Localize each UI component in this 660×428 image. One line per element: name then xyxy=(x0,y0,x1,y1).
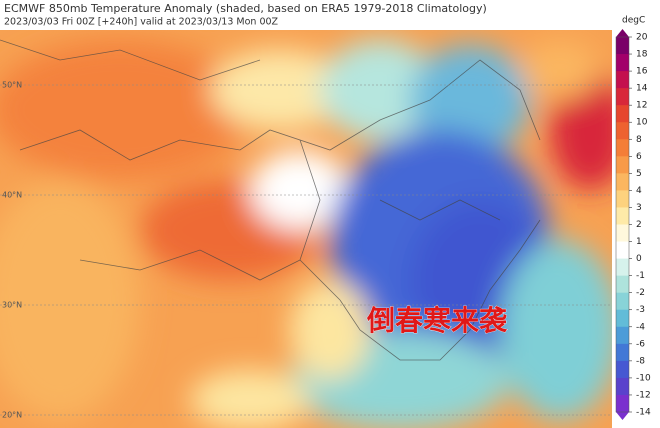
colorbar-segment xyxy=(616,377,629,396)
colorbar-label: 4 xyxy=(636,186,642,196)
colorbar-label: 2 xyxy=(636,220,642,230)
colorbar-segment xyxy=(616,37,629,55)
colorbar-segment xyxy=(616,54,629,72)
colorbar-segment xyxy=(616,241,629,260)
map-title: ECMWF 850mb Temperature Anomaly (shaded,… xyxy=(4,2,487,15)
colorbar-segment xyxy=(616,258,629,277)
colorbar-unit: degC xyxy=(622,16,645,26)
colorbar-segment xyxy=(616,360,629,379)
colorbar-label: 8 xyxy=(636,135,642,145)
colorbar-segment xyxy=(616,173,629,191)
colorbar-label: 12 xyxy=(636,101,647,111)
colorbar-segment xyxy=(616,394,629,413)
colorbar-label: 18 xyxy=(636,50,648,60)
colorbar-segment xyxy=(616,326,629,345)
colorbar-segment xyxy=(616,122,629,140)
colorbar-segment xyxy=(616,88,629,106)
colorbar-segment xyxy=(616,275,629,294)
colorbar-label: 14 xyxy=(636,84,648,94)
colorbar: 20181614121086543210-1-2-3-4-6-8-10-12-1… xyxy=(615,29,651,420)
colorbar-segment xyxy=(616,292,629,311)
colorbar-cap xyxy=(616,29,629,37)
colorbar-segment xyxy=(616,224,629,243)
colorbar-label: -8 xyxy=(636,356,645,366)
colorbar-cap xyxy=(616,412,629,420)
colorbar-segment xyxy=(616,139,629,157)
colorbar-label: 3 xyxy=(636,203,642,213)
map-subtitle: 2023/03/03 Fri 00Z [+240h] valid at 2023… xyxy=(4,17,279,28)
colorbar-label: -12 xyxy=(636,390,651,400)
colorbar-label: -1 xyxy=(636,271,645,281)
colorbar-segment xyxy=(616,343,629,362)
colorbar-label: 6 xyxy=(636,152,642,162)
colorbar-segment xyxy=(616,105,629,123)
latitude-label: 40°N xyxy=(2,191,22,200)
colorbar-label: 16 xyxy=(636,67,648,77)
latitude-label: 50°N xyxy=(2,81,22,90)
colorbar-label: 10 xyxy=(636,118,648,128)
graticule xyxy=(0,84,612,416)
colorbar-segment xyxy=(616,71,629,89)
colorbar-label: -3 xyxy=(636,305,645,315)
map-area xyxy=(0,30,612,428)
colorbar-label: -6 xyxy=(636,339,645,349)
boundaries xyxy=(0,39,541,361)
colorbar-label: -4 xyxy=(636,322,645,332)
colorbar-segment xyxy=(616,190,629,208)
latitude-label: 20°N xyxy=(2,411,22,420)
colorbar-label: 5 xyxy=(636,169,642,179)
colorbar-label: -14 xyxy=(636,408,651,418)
latitude-label: 30°N xyxy=(2,301,22,310)
colorbar-label: 0 xyxy=(636,254,642,264)
annotation: 倒春寒来袭 xyxy=(366,304,508,337)
colorbar-label: -2 xyxy=(636,288,645,298)
colorbar-segment xyxy=(616,207,629,225)
colorbar-segment xyxy=(616,309,629,328)
colorbar-label: 1 xyxy=(636,237,642,247)
colorbar-label: -10 xyxy=(636,373,651,383)
colorbar-segment xyxy=(616,156,629,174)
colorbar-label: 20 xyxy=(636,33,648,43)
